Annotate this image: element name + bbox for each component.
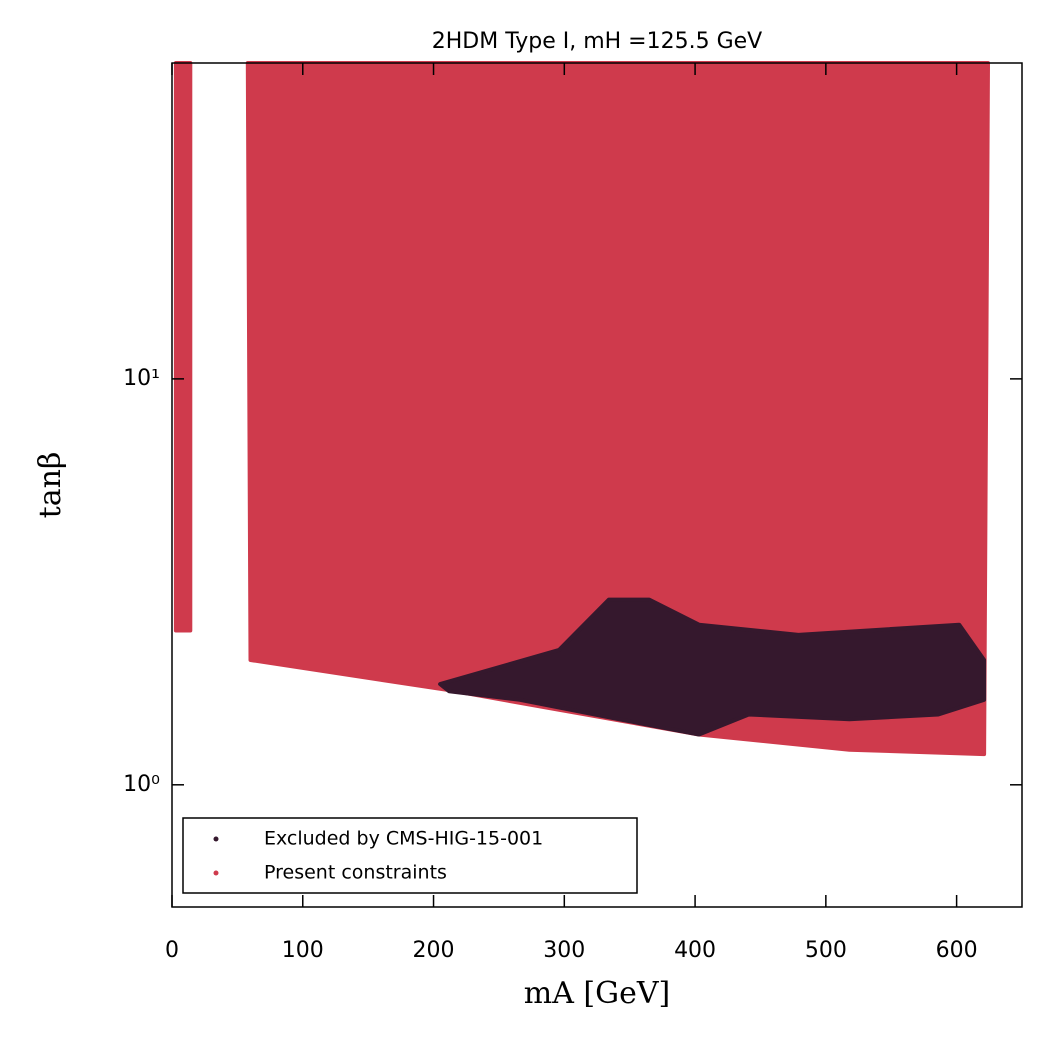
plot-frame — [171, 62, 1023, 908]
x-tick-label: 400 — [674, 938, 716, 963]
y-axis-label: tanβ — [33, 452, 68, 519]
y-tick-label: 10⁰ — [123, 772, 160, 797]
legend-label: Excluded by CMS-HIG-15-001 — [264, 828, 543, 850]
legend-marker — [213, 870, 219, 876]
x-tick-label: 200 — [413, 938, 455, 963]
legend-box — [182, 817, 638, 894]
x-tick-label: 100 — [282, 938, 324, 963]
x-tick-label: 0 — [165, 938, 179, 963]
legend-label: Present constraints — [264, 862, 447, 884]
chart-title: 2HDM Type I, mH =125.5 GeV — [432, 29, 762, 54]
point-region — [438, 597, 987, 737]
y-tick-label: 10¹ — [123, 366, 160, 391]
x-tick-label: 500 — [805, 938, 847, 963]
x-axis-label: mA [GeV] — [524, 976, 670, 1011]
x-tick-label: 600 — [936, 938, 978, 963]
x-tick-label: 300 — [543, 938, 585, 963]
legend-marker — [213, 836, 219, 842]
